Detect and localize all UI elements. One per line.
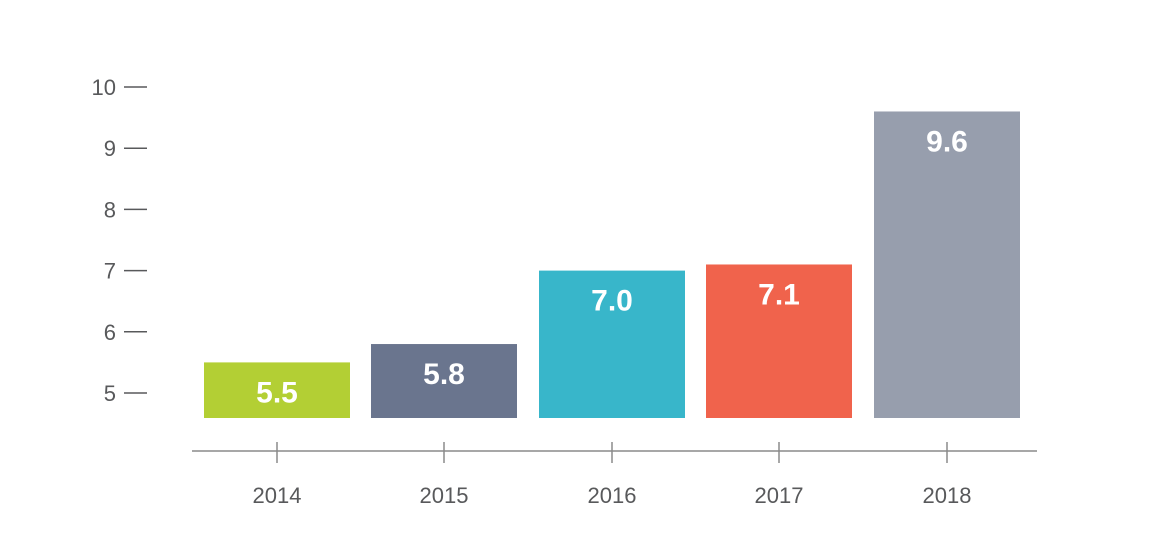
x-axis: 2014 2015 2016 2017 2018	[192, 442, 1037, 508]
bar-2017	[706, 264, 852, 418]
x-tick-label-2016: 2016	[588, 483, 637, 508]
y-tick-label: 5	[104, 381, 116, 406]
bar-2015	[371, 344, 517, 418]
data-label-2017: 7.1	[758, 278, 800, 311]
y-axis: 5 6 7 8 9 10	[92, 75, 147, 406]
bar-2014	[204, 362, 350, 418]
bars: 5.5 5.8 7.0 7.1 9.6	[204, 111, 1020, 418]
data-label-2014: 5.5	[256, 376, 298, 409]
y-tick-label: 9	[104, 136, 116, 161]
data-label-2018: 9.6	[926, 125, 968, 158]
data-label-2015: 5.8	[423, 358, 465, 391]
x-tick-label-2015: 2015	[420, 483, 469, 508]
y-tick-label: 6	[104, 320, 116, 345]
bar-2018	[874, 111, 1020, 418]
x-tick-label-2014: 2014	[253, 483, 302, 508]
data-label-2016: 7.0	[591, 285, 633, 318]
x-tick-label-2018: 2018	[923, 483, 972, 508]
y-tick-label: 10	[92, 75, 116, 100]
bar-2016	[539, 270, 685, 418]
y-tick-label: 7	[104, 259, 116, 284]
y-tick-label: 8	[104, 197, 116, 222]
x-tick-label-2017: 2017	[755, 483, 804, 508]
